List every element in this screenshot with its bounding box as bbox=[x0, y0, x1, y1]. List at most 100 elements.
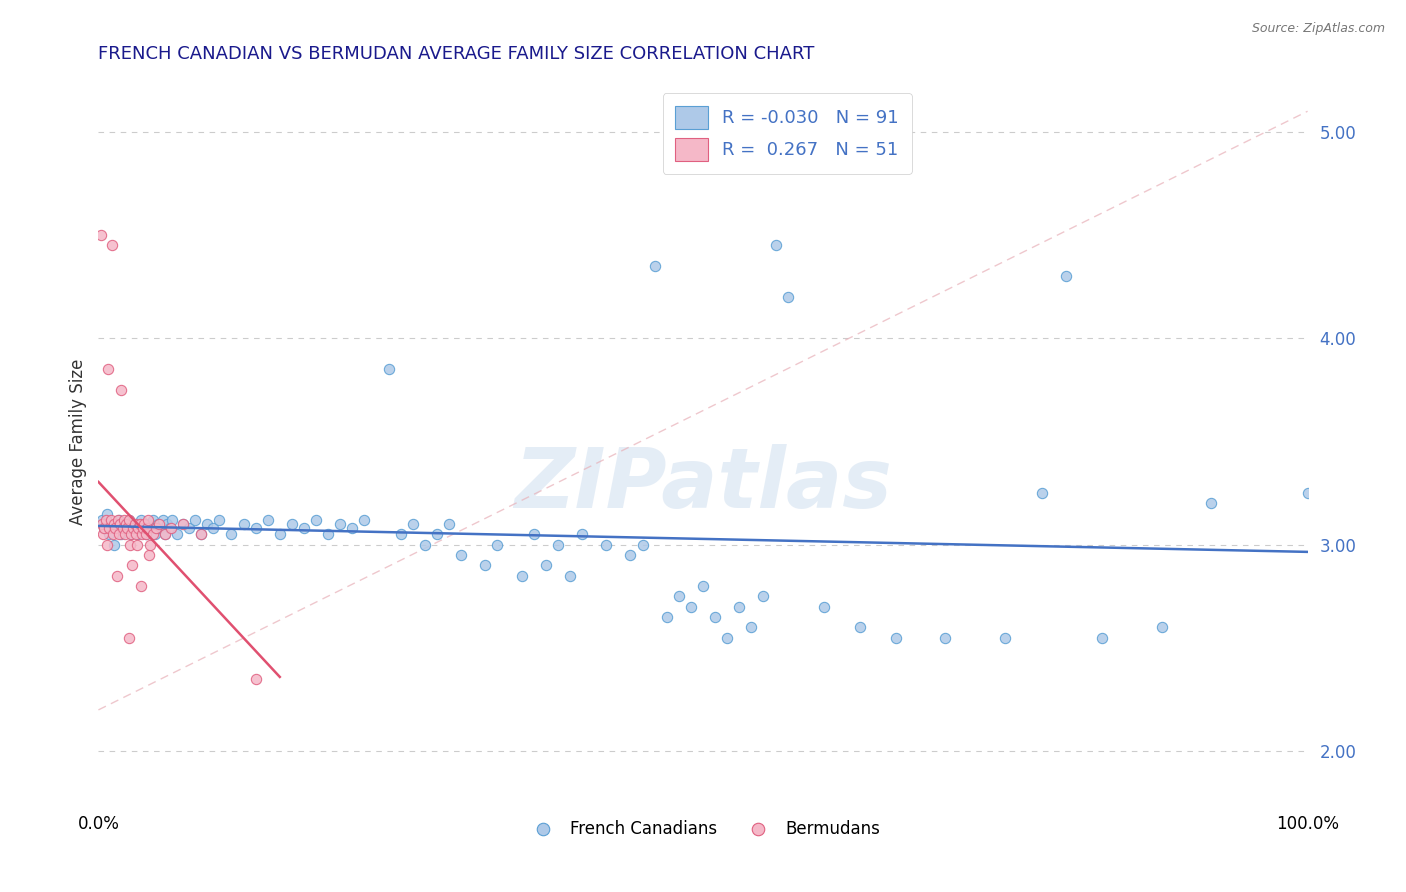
Point bbox=[474, 558, 496, 573]
Point bbox=[103, 538, 125, 552]
Point bbox=[426, 527, 449, 541]
Point bbox=[90, 228, 112, 243]
Point bbox=[93, 521, 115, 535]
Point bbox=[1054, 269, 1077, 284]
Point bbox=[166, 527, 188, 541]
Point bbox=[377, 362, 399, 376]
Point bbox=[305, 513, 328, 527]
Point bbox=[534, 558, 557, 573]
Point bbox=[679, 599, 702, 614]
Point bbox=[156, 517, 179, 532]
Point bbox=[108, 527, 131, 541]
Point bbox=[136, 517, 159, 532]
Point bbox=[143, 527, 166, 541]
Point bbox=[135, 521, 157, 535]
Point bbox=[413, 538, 436, 552]
Point bbox=[118, 513, 141, 527]
Point bbox=[292, 521, 315, 535]
Point bbox=[655, 610, 678, 624]
Point bbox=[190, 527, 212, 541]
Point bbox=[329, 517, 352, 532]
Point bbox=[813, 599, 835, 614]
Point bbox=[934, 631, 956, 645]
Point bbox=[202, 521, 225, 535]
Point bbox=[716, 631, 738, 645]
Point bbox=[111, 521, 134, 535]
Point bbox=[110, 527, 132, 541]
Point bbox=[124, 517, 146, 532]
Point bbox=[93, 521, 115, 535]
Point bbox=[172, 517, 194, 532]
Point bbox=[139, 538, 162, 552]
Point bbox=[232, 517, 254, 532]
Point bbox=[110, 383, 132, 397]
Point bbox=[510, 568, 533, 582]
Point bbox=[1296, 486, 1319, 500]
Point bbox=[353, 513, 375, 527]
Point bbox=[776, 290, 799, 304]
Point bbox=[221, 527, 243, 541]
Point bbox=[115, 517, 138, 532]
Legend: French Canadians, Bermudans: French Canadians, Bermudans bbox=[519, 814, 887, 845]
Point bbox=[112, 517, 135, 532]
Point bbox=[1091, 631, 1114, 645]
Text: FRENCH CANADIAN VS BERMUDAN AVERAGE FAMILY SIZE CORRELATION CHART: FRENCH CANADIAN VS BERMUDAN AVERAGE FAMI… bbox=[98, 45, 815, 63]
Point bbox=[619, 548, 641, 562]
Point bbox=[571, 527, 593, 541]
Point bbox=[91, 527, 114, 541]
Point bbox=[765, 238, 787, 252]
Point bbox=[128, 517, 150, 532]
Point bbox=[117, 521, 139, 535]
Point bbox=[152, 513, 174, 527]
Point bbox=[101, 527, 124, 541]
Point bbox=[692, 579, 714, 593]
Point bbox=[740, 620, 762, 634]
Point bbox=[120, 527, 142, 541]
Point bbox=[115, 521, 138, 535]
Point bbox=[136, 513, 159, 527]
Point bbox=[105, 568, 128, 582]
Point bbox=[135, 527, 157, 541]
Point bbox=[100, 238, 122, 252]
Point bbox=[131, 527, 153, 541]
Point bbox=[96, 507, 118, 521]
Point bbox=[118, 631, 141, 645]
Point bbox=[281, 517, 304, 532]
Point bbox=[146, 517, 169, 532]
Point bbox=[121, 558, 143, 573]
Point bbox=[122, 521, 145, 535]
Point bbox=[245, 672, 267, 686]
Point bbox=[97, 362, 120, 376]
Point bbox=[160, 521, 183, 535]
Point bbox=[160, 513, 183, 527]
Point bbox=[148, 517, 170, 532]
Point bbox=[132, 521, 155, 535]
Point bbox=[108, 513, 131, 527]
Point bbox=[112, 513, 135, 527]
Point bbox=[342, 521, 364, 535]
Point bbox=[139, 521, 162, 535]
Point bbox=[402, 517, 425, 532]
Point bbox=[107, 513, 129, 527]
Point bbox=[129, 579, 152, 593]
Point bbox=[595, 538, 617, 552]
Point bbox=[118, 513, 141, 527]
Point bbox=[91, 517, 114, 532]
Text: Source: ZipAtlas.com: Source: ZipAtlas.com bbox=[1251, 22, 1385, 36]
Point bbox=[179, 521, 201, 535]
Point bbox=[145, 521, 167, 535]
Point bbox=[1031, 486, 1053, 500]
Point bbox=[256, 513, 278, 527]
Point bbox=[125, 527, 148, 541]
Point bbox=[486, 538, 509, 552]
Point bbox=[134, 517, 156, 532]
Point bbox=[437, 517, 460, 532]
Point bbox=[125, 517, 148, 532]
Point bbox=[450, 548, 472, 562]
Point bbox=[886, 631, 908, 645]
Point bbox=[1152, 620, 1174, 634]
Point bbox=[114, 527, 136, 541]
Point bbox=[269, 527, 291, 541]
Point bbox=[120, 527, 142, 541]
Point bbox=[159, 521, 181, 535]
